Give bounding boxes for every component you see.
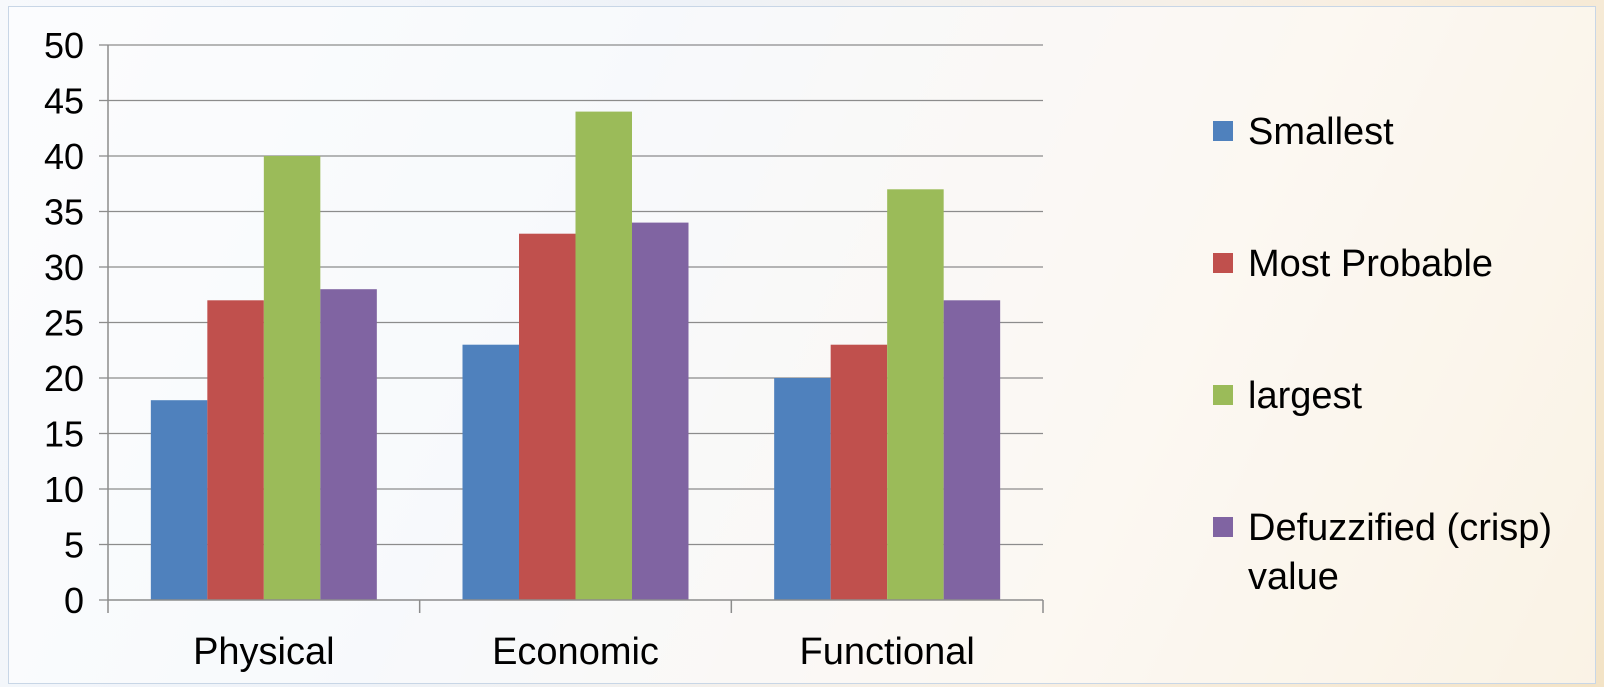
bar-largest-functional bbox=[887, 189, 944, 601]
y-tick-label: 20 bbox=[44, 358, 84, 399]
legend-label-smallest: Smallest bbox=[1248, 111, 1394, 153]
legend-label-largest: largest bbox=[1248, 375, 1363, 417]
legend-item-most-probable: Most Probable bbox=[1213, 240, 1573, 372]
y-tick-label: 35 bbox=[44, 192, 84, 233]
y-tick-labels: 0 5 10 15 20 25 30 35 40 45 50 bbox=[44, 25, 108, 621]
legend-swatch-defuzzified bbox=[1213, 517, 1233, 537]
x-category-label: Economic bbox=[492, 631, 659, 673]
y-tick-label: 45 bbox=[44, 81, 84, 122]
bar-smallest-physical bbox=[150, 400, 208, 600]
legend-item-smallest: Smallest bbox=[1213, 108, 1573, 240]
bars bbox=[150, 111, 1001, 601]
y-tick-label: 10 bbox=[44, 469, 84, 510]
y-tick-label: 25 bbox=[44, 303, 84, 344]
legend-swatch-largest bbox=[1213, 385, 1233, 405]
bar-largest-economic bbox=[575, 111, 632, 600]
bar-defuzzified-crisp-value-functional bbox=[943, 300, 1001, 600]
legend-label-most-probable: Most Probable bbox=[1248, 243, 1494, 285]
y-tick-label: 50 bbox=[44, 25, 84, 66]
x-category-labels: Physical Economic Functional bbox=[193, 631, 975, 673]
x-category-label: Physical bbox=[193, 631, 335, 673]
bar-largest-physical bbox=[263, 156, 321, 600]
y-tick-label: 5 bbox=[64, 525, 84, 566]
x-category-label: Functional bbox=[800, 631, 975, 673]
bar-smallest-economic bbox=[462, 344, 519, 600]
legend-swatch-smallest bbox=[1213, 121, 1233, 141]
bar-defuzzified-crisp-value-physical bbox=[320, 289, 377, 600]
legend-item-largest: largest bbox=[1213, 372, 1573, 504]
legend: Smallest Most Probable largest Defuzzifi… bbox=[1213, 108, 1573, 636]
bar-most-probable-physical bbox=[207, 300, 264, 600]
bar-defuzzified-crisp-value-economic bbox=[632, 222, 689, 600]
legend-item-defuzzified: Defuzzified (crisp) value bbox=[1213, 504, 1573, 636]
legend-label-defuzzified: Defuzzified (crisp) value bbox=[1248, 507, 1553, 598]
bar-smallest-functional bbox=[774, 378, 831, 600]
y-tick-label: 0 bbox=[64, 580, 84, 621]
bar-most-probable-functional bbox=[830, 344, 888, 600]
y-tick-label: 40 bbox=[44, 136, 84, 177]
legend-swatch-most-probable bbox=[1213, 253, 1233, 273]
bar-most-probable-economic bbox=[519, 233, 576, 600]
y-tick-label: 30 bbox=[44, 247, 84, 288]
y-tick-label: 15 bbox=[44, 414, 84, 455]
